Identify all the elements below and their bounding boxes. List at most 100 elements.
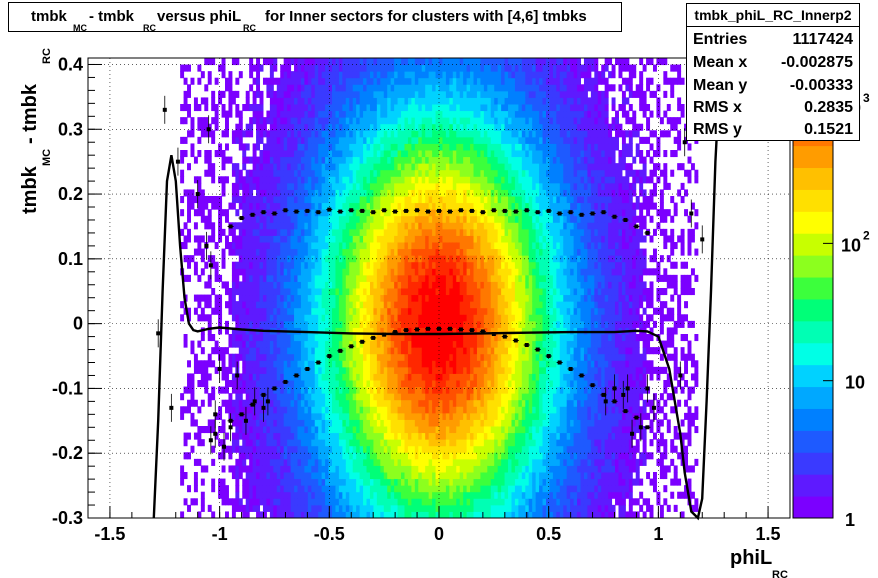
heatmap-cell [218,222,223,230]
heatmap-cell [404,242,409,250]
heatmap-cell [300,314,305,322]
heatmap-cell [242,340,247,348]
heatmap-cell [349,307,354,315]
heatmap-cell [428,182,433,190]
heatmap-cell [435,97,440,105]
heatmap-cell [359,340,364,348]
heatmap-cell [452,452,457,460]
heatmap-cell [228,406,233,414]
heatmap-cell [442,176,447,184]
heatmap-cell [359,288,364,296]
heatmap-cell [363,97,368,105]
heatmap-cell [349,90,354,98]
heatmap-cell [287,294,292,302]
heatmap-cell [325,465,330,473]
heatmap-cell [231,327,236,335]
heatmap-cell [280,274,285,282]
heatmap-cell [442,426,447,434]
heatmap-cell [404,307,409,315]
heatmap-cell [200,307,205,315]
heatmap-cell [452,419,457,427]
heatmap-cell [245,222,250,230]
heatmap-cell [273,314,278,322]
heatmap-cell [332,406,336,414]
heatmap-cell [287,261,292,269]
heatmap-cell [266,439,271,447]
heatmap-cell [390,465,395,473]
heatmap-cell [314,458,319,466]
heatmap-cell [418,511,423,519]
heatmap-cell [321,419,326,427]
heatmap-cell [373,176,378,184]
heatmap-cell [345,196,350,204]
heatmap-cell [335,360,340,368]
heatmap-cell [404,399,409,407]
heatmap-cell [328,117,333,125]
heatmap-cell [418,110,423,118]
heatmap-cell [294,432,298,440]
heatmap-cell [435,412,440,420]
heatmap-cell [266,248,271,256]
heatmap-cell [380,439,385,447]
heatmap-cell [397,84,402,92]
heatmap-cell [432,307,437,315]
heatmap-cell [452,90,457,98]
heatmap-cell [318,498,323,506]
heatmap-cell [187,373,191,381]
heatmap-cell [414,156,419,164]
heatmap-cell [231,373,236,381]
heatmap-cell [190,393,195,401]
heatmap-cell [421,215,426,223]
heatmap-cell [256,478,261,486]
heatmap-cell [221,439,226,447]
heatmap-cell [262,485,267,493]
heatmap-cell [373,84,378,92]
heatmap-cell [262,163,267,171]
heatmap-cell [407,511,412,519]
heatmap-cell [256,373,261,381]
heatmap-cell [318,90,323,98]
heatmap-cell [280,156,285,164]
heatmap-cell [425,340,430,348]
heatmap-cell [283,84,288,92]
heatmap-cell [432,156,437,164]
heatmap-cell [414,353,419,361]
heatmap-cell [328,485,333,493]
heatmap-cell [401,419,405,427]
heatmap-cell [363,104,368,112]
heatmap-cell [445,104,450,112]
heatmap-cell [235,327,240,335]
heatmap-cell [325,77,330,85]
heatmap-cell [411,261,416,269]
heatmap-cell [356,268,361,276]
heatmap-cell [425,498,430,506]
heatmap-cell [325,209,330,217]
heatmap-cell [463,426,468,434]
heatmap-cell [411,491,416,499]
heatmap-cell [318,485,323,493]
heatmap-cell [283,498,288,506]
heatmap-cell [445,274,450,282]
heatmap-cell [421,261,426,269]
heatmap-cell [338,274,343,282]
heatmap-cell [435,77,440,85]
heatmap-cell [328,334,333,342]
heatmap-cell [335,110,340,118]
heatmap-cell [376,294,381,302]
heatmap-cell [428,327,433,335]
heatmap-cell [345,255,350,263]
heatmap-cell [356,439,361,447]
heatmap-cell [314,196,319,204]
heatmap-cell [262,353,267,361]
heatmap-cell [276,274,281,282]
heatmap-cell [435,268,440,276]
heatmap-cell [369,242,374,250]
heatmap-cell [401,307,405,315]
heatmap-cell [283,353,288,361]
heatmap-cell [294,458,298,466]
heatmap-cell [273,163,278,171]
heatmap-cell [428,228,433,236]
heatmap-cell [428,452,433,460]
heatmap-cell [242,334,247,342]
heatmap-cell [256,432,261,440]
